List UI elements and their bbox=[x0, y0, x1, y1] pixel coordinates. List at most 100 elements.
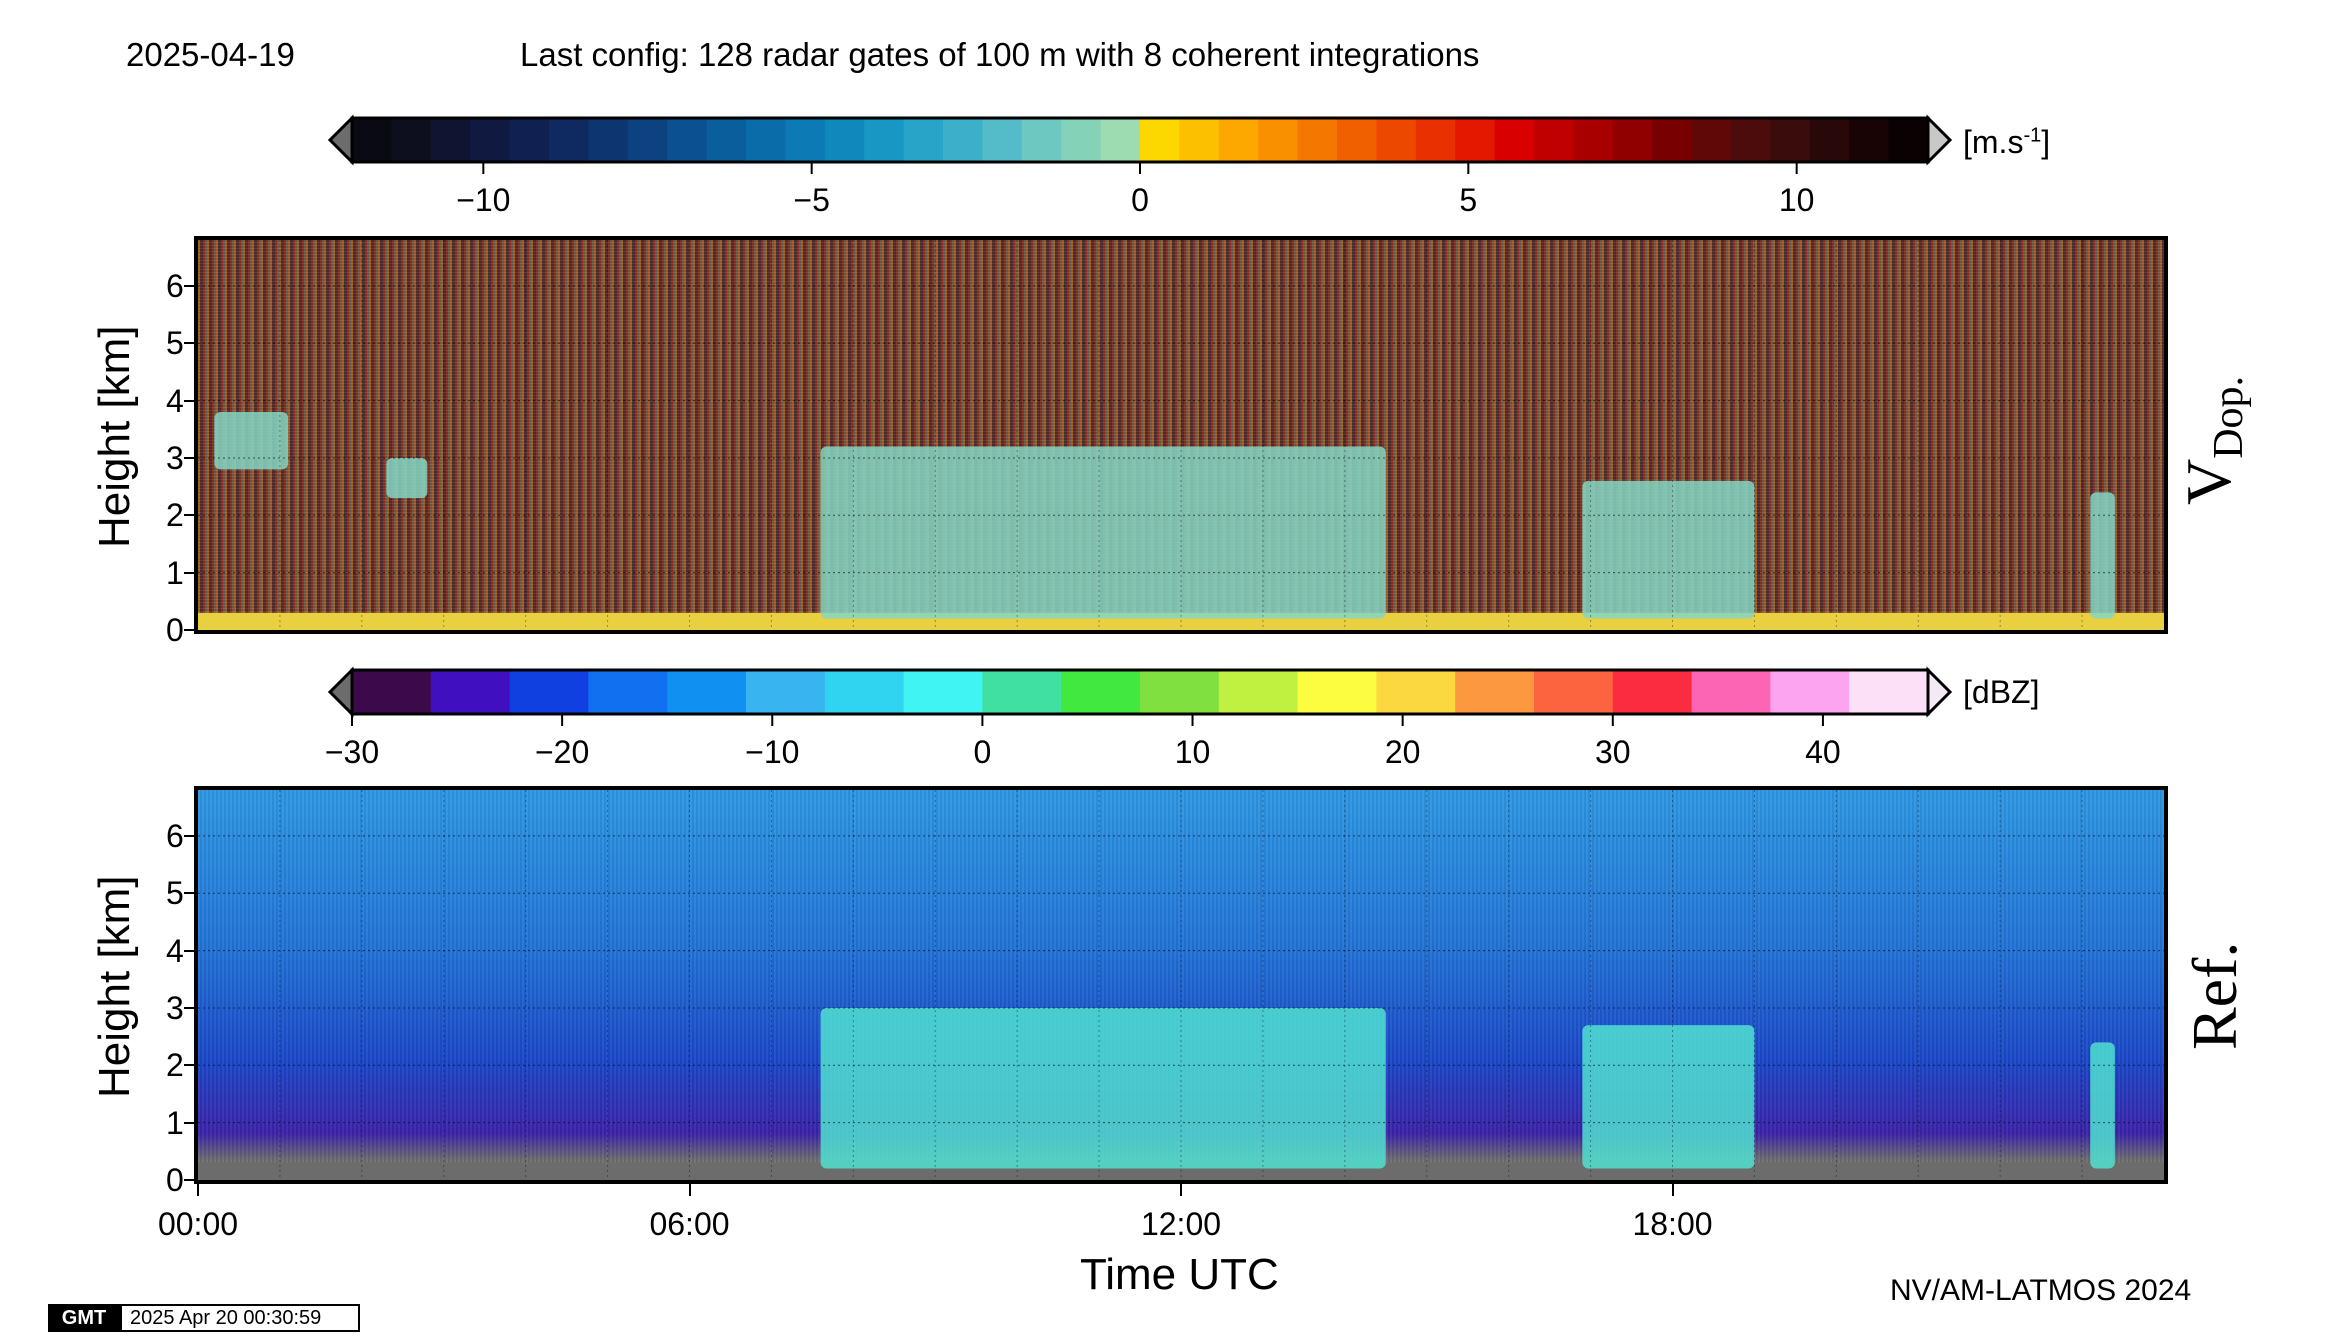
colorbar-swatch bbox=[1809, 118, 1850, 162]
y-tick-label: 5 bbox=[166, 875, 184, 912]
colorbar-swatch bbox=[1061, 118, 1102, 162]
colorbar-tick-label: −30 bbox=[324, 734, 380, 770]
colorbar-swatch bbox=[1849, 118, 1890, 162]
colorbar-swatch bbox=[588, 670, 668, 714]
colorbar-swatch bbox=[1021, 118, 1062, 162]
doppler-panel bbox=[194, 236, 2168, 634]
colorbar-swatch bbox=[1691, 118, 1732, 162]
y-tick bbox=[184, 284, 194, 287]
colorbar-swatch bbox=[982, 670, 1062, 714]
x-tick bbox=[688, 1184, 691, 1196]
colorbar-swatch bbox=[1770, 118, 1811, 162]
doppler-colorbar-unit: [m.s-1] bbox=[1963, 124, 2051, 160]
colorbar-swatch bbox=[549, 118, 589, 162]
colorbar-swatch bbox=[746, 670, 826, 714]
y-tick bbox=[184, 949, 194, 952]
colorbar-tick-label: −10 bbox=[745, 734, 800, 770]
y-tick-label: 4 bbox=[166, 932, 184, 969]
colorbar-swatch bbox=[1888, 118, 1929, 162]
colorbar-swatch bbox=[352, 118, 392, 162]
colorbar-swatch bbox=[509, 670, 589, 714]
colorbar-swatch bbox=[1731, 118, 1771, 162]
y-tick bbox=[184, 1006, 194, 1009]
colorbar-tick-label: 10 bbox=[1778, 182, 1815, 218]
colorbar-swatch bbox=[1100, 118, 1141, 162]
colorbar-tick-label: 40 bbox=[1805, 734, 1841, 770]
colorbar-swatch bbox=[1849, 670, 1929, 714]
colorbar-tick-label: 20 bbox=[1384, 734, 1421, 770]
y-tick bbox=[184, 514, 194, 517]
config-label: Last config: 128 radar gates of 100 m wi… bbox=[520, 36, 1480, 73]
cloud-feature bbox=[2090, 1042, 2115, 1169]
colorbar-swatch bbox=[430, 118, 471, 162]
gmt-logo: GMT bbox=[48, 1304, 120, 1332]
colorbar-swatch bbox=[1494, 118, 1535, 162]
colorbar-tick-label: −20 bbox=[534, 734, 590, 770]
y-tick bbox=[184, 892, 194, 895]
x-tick bbox=[197, 1184, 199, 1196]
colorbar-under-arrow bbox=[327, 666, 354, 718]
y-tick-label: 5 bbox=[166, 325, 184, 362]
colorbar-swatch bbox=[824, 670, 905, 714]
colorbar-swatch bbox=[1061, 670, 1141, 714]
reflectivity-ylabel: Height [km] bbox=[90, 875, 139, 1098]
doppler-colorbar bbox=[327, 114, 1953, 174]
cloud-feature bbox=[1582, 1025, 1755, 1169]
x-tick bbox=[1180, 1184, 1182, 1196]
y-tick-label: 3 bbox=[166, 439, 184, 476]
colorbar-swatch bbox=[627, 118, 668, 162]
y-tick bbox=[184, 342, 194, 345]
colorbar-swatch bbox=[1337, 118, 1377, 162]
colorbar-swatch bbox=[982, 118, 1023, 162]
colorbar-swatch bbox=[588, 118, 629, 162]
reflectivity-panel bbox=[194, 786, 2168, 1184]
cloud-feature bbox=[214, 412, 289, 470]
reflectivity-side-label: Ref. bbox=[2179, 941, 2250, 1050]
colorbar-tick-label: 0 bbox=[1131, 182, 1149, 218]
colorbar-swatch bbox=[1534, 118, 1574, 162]
y-tick bbox=[184, 456, 194, 459]
colorbar-tick-label: −10 bbox=[456, 182, 511, 218]
y-tick-label: 4 bbox=[166, 382, 184, 419]
y-tick-label: 0 bbox=[166, 1162, 184, 1198]
colorbar-swatch bbox=[509, 118, 550, 162]
y-tick-label: 0 bbox=[166, 612, 184, 648]
y-tick bbox=[184, 1179, 194, 1181]
colorbar-swatch bbox=[1140, 118, 1180, 162]
colorbar-tick-label: 30 bbox=[1595, 734, 1631, 770]
colorbar-swatch bbox=[1218, 118, 1259, 162]
cloud-feature bbox=[820, 1007, 1386, 1169]
x-tick bbox=[1671, 1184, 1674, 1196]
colorbar-swatch bbox=[1691, 670, 1771, 714]
cloud-feature bbox=[1582, 480, 1755, 619]
colorbar-tick-label: 0 bbox=[973, 734, 992, 770]
y-tick bbox=[184, 629, 194, 631]
x-tick-label: 12:00 bbox=[1140, 1206, 1222, 1242]
colorbar-swatch bbox=[864, 118, 905, 162]
y-tick-label: 1 bbox=[166, 1104, 184, 1141]
y-tick-label: 3 bbox=[166, 989, 184, 1026]
reflectivity-colorbar-unit: [dBZ] bbox=[1963, 674, 2040, 710]
x-tick-label: 00:00 bbox=[157, 1206, 239, 1242]
colorbar-swatch bbox=[391, 118, 432, 162]
colorbar-swatch bbox=[667, 670, 747, 714]
colorbar-under-arrow bbox=[327, 114, 354, 166]
y-tick bbox=[184, 1121, 194, 1124]
cloud-feature bbox=[2090, 492, 2115, 619]
colorbar-swatch bbox=[1534, 670, 1614, 714]
colorbar-swatch bbox=[1218, 670, 1299, 714]
colorbar-swatch bbox=[352, 670, 432, 714]
y-tick-label: 6 bbox=[166, 817, 184, 854]
colorbar-tick-label: 5 bbox=[1459, 182, 1478, 218]
colorbar-swatch bbox=[785, 118, 826, 162]
x-axis-label: Time UTC bbox=[1080, 1250, 1279, 1299]
colorbar-swatch bbox=[1573, 118, 1614, 162]
colorbar-swatch bbox=[1376, 118, 1417, 162]
colorbar-swatch bbox=[1258, 118, 1299, 162]
colorbar-swatch bbox=[746, 118, 786, 162]
y-tick-label: 1 bbox=[166, 554, 184, 591]
colorbar-swatch bbox=[1415, 118, 1456, 162]
colorbar-over-arrow bbox=[1926, 666, 1953, 718]
y-tick-label: 6 bbox=[166, 267, 184, 304]
y-tick bbox=[184, 1064, 194, 1067]
